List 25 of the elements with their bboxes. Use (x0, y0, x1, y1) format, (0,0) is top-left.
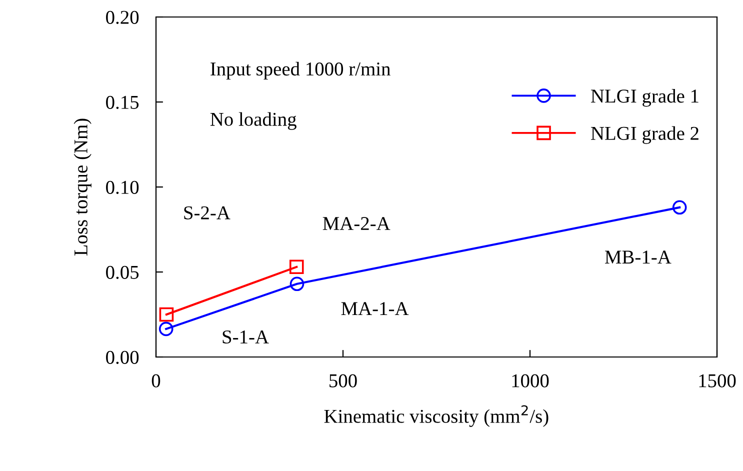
y-axis-title: Loss torque (Nm) (74, 118, 92, 256)
annotation: S-1-A (222, 330, 269, 344)
y-tick-label: 0.10 (106, 180, 139, 194)
x-tick-label: 500 (330, 374, 357, 388)
annotation: S-2-A (184, 206, 230, 220)
annotation: MB-1-A (605, 250, 672, 264)
point (159, 307, 174, 322)
annotation: Input speed 1000 r/min (210, 62, 390, 80)
legend-label: NLGI grade 2 (590, 126, 698, 144)
point (290, 276, 304, 292)
x-tick-label: 1500 (699, 374, 736, 388)
legend-label: NLGI grade 1 (590, 89, 698, 107)
x-tick-label: 1000 (512, 374, 549, 388)
y-tick-label: 0.05 (106, 266, 139, 280)
point (672, 200, 687, 215)
annotation: MA-2-A (322, 217, 390, 230)
x-tick-label: 0 (152, 374, 160, 388)
annotation: MA-1-A (341, 302, 409, 315)
x-axis-title: Kinematic viscosity (mm$^{2}$/s) (324, 405, 548, 427)
y-tick-label: 0.00 (106, 350, 139, 364)
point (158, 322, 174, 336)
point (289, 260, 304, 274)
y-tick-label: 0.20 (106, 10, 139, 24)
annotation: No loading (210, 112, 296, 130)
y-tick-label: 0.15 (106, 96, 139, 110)
